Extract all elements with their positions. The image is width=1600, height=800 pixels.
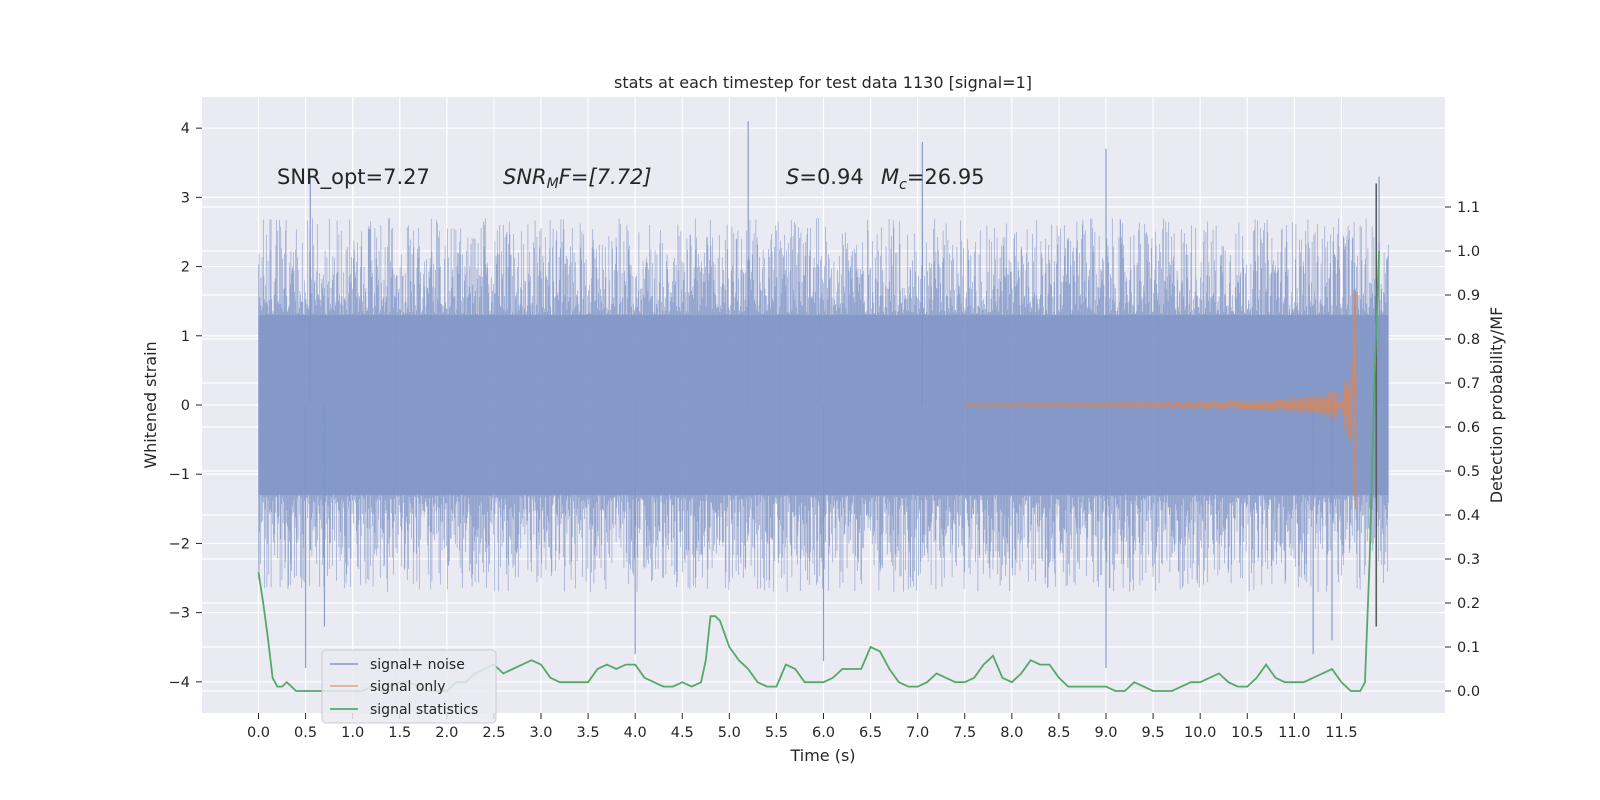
y-tick-label-left: −3 <box>169 606 190 622</box>
y-tick-label-left: −1 <box>169 467 190 483</box>
y-tick-label-left: −4 <box>169 675 190 691</box>
y-tick-label-left: 4 <box>181 121 190 137</box>
mc-sub: c <box>899 177 907 193</box>
x-tick-label: 6.5 <box>859 725 882 741</box>
annotation-mc: Mc=26.95 <box>881 165 985 193</box>
legend-box <box>321 649 497 724</box>
x-tick-label: 0.5 <box>294 725 317 741</box>
axis-ticks: 0.0 0.5 1.0 1.5 2.0 2.5 3.0 3.5 4.0 4.5 5.0 5.5 6.0 6… <box>169 121 1480 741</box>
annotation-s: S=0.94 <box>786 165 864 189</box>
y-tick-label-right: 0.7 <box>1457 376 1480 392</box>
y-tick-label-right: 0.2 <box>1457 596 1480 612</box>
y-tick-label-left: −2 <box>169 536 190 552</box>
x-tick-label: 5.0 <box>718 725 741 741</box>
y-axis-label-left: Whitened strain <box>141 341 160 468</box>
mc-var: M <box>881 165 899 189</box>
x-tick-label: 1.5 <box>388 725 411 741</box>
x-tick-label: 11.0 <box>1278 725 1310 741</box>
x-tick-label: 7.0 <box>906 725 929 741</box>
legend-label-stats: signal statistics <box>370 702 478 718</box>
y-tick-label-left: 2 <box>181 260 190 276</box>
x-axis-label: Time (s) <box>789 746 855 765</box>
y-tick-label-left: 3 <box>181 190 190 206</box>
y-axis-label-right: Detection probability/MF <box>1487 307 1506 504</box>
x-tick-label: 2.5 <box>482 725 505 741</box>
x-tick-label: 2.0 <box>435 725 458 741</box>
legend-label-noise: signal+ noise <box>370 657 465 673</box>
x-tick-label: 5.5 <box>765 725 788 741</box>
legend-label-signal: signal only <box>370 679 445 695</box>
x-tick-label: 11.5 <box>1325 725 1357 741</box>
y-tick-label-right: 0.0 <box>1457 684 1480 700</box>
x-tick-label: 1.0 <box>341 725 364 741</box>
signal-chirp-path <box>964 294 1358 496</box>
snr-mf-sub: M <box>547 176 559 192</box>
y-tick-label-right: 0.1 <box>1457 640 1480 656</box>
y-tick-label-left: 1 <box>181 329 190 345</box>
x-tick-label: 9.0 <box>1094 725 1117 741</box>
s-rest: =0.94 <box>799 165 863 189</box>
y-tick-label-right: 0.6 <box>1457 420 1480 436</box>
y-tick-label-right: 0.8 <box>1457 332 1480 348</box>
x-tick-label: 8.0 <box>1000 725 1023 741</box>
s-var: S <box>786 165 799 189</box>
x-tick-label: 4.5 <box>671 725 694 741</box>
x-tick-label: 3.0 <box>529 725 552 741</box>
snr-mf-rest: F=[7.72] <box>559 165 652 189</box>
snr-mf-main: SNR <box>503 165 547 189</box>
legend: signal+ noise signal only signal statist… <box>321 649 497 724</box>
signal-only-series <box>964 290 1358 509</box>
y-tick-label-right: 1.0 <box>1457 244 1480 260</box>
annotation-snr-opt: SNR_opt=7.27 <box>277 165 430 190</box>
y-tick-label-right: 0.9 <box>1457 288 1480 304</box>
y-tick-label-right: 0.3 <box>1457 552 1480 568</box>
x-tick-label: 10.5 <box>1231 725 1263 741</box>
x-tick-label: 6.0 <box>812 725 835 741</box>
x-tick-label: 9.5 <box>1142 725 1165 741</box>
x-tick-label: 0.0 <box>247 725 270 741</box>
y-tick-label-right: 1.1 <box>1457 200 1480 216</box>
y-tick-label-right: 0.5 <box>1457 464 1480 480</box>
x-tick-label: 4.0 <box>624 725 647 741</box>
y-tick-label-right: 0.4 <box>1457 508 1480 524</box>
x-tick-label: 3.5 <box>577 725 600 741</box>
x-tick-label: 7.5 <box>953 725 976 741</box>
annotation-snr-mf: SNRMF=[7.72] <box>503 165 652 192</box>
mc-rest: =26.95 <box>907 165 985 189</box>
chart-title: stats at each timestep for test data 113… <box>614 73 1032 92</box>
x-tick-label: 8.5 <box>1047 725 1070 741</box>
x-tick-label: 10.0 <box>1184 725 1216 741</box>
y-tick-label-left: 0 <box>181 398 190 414</box>
